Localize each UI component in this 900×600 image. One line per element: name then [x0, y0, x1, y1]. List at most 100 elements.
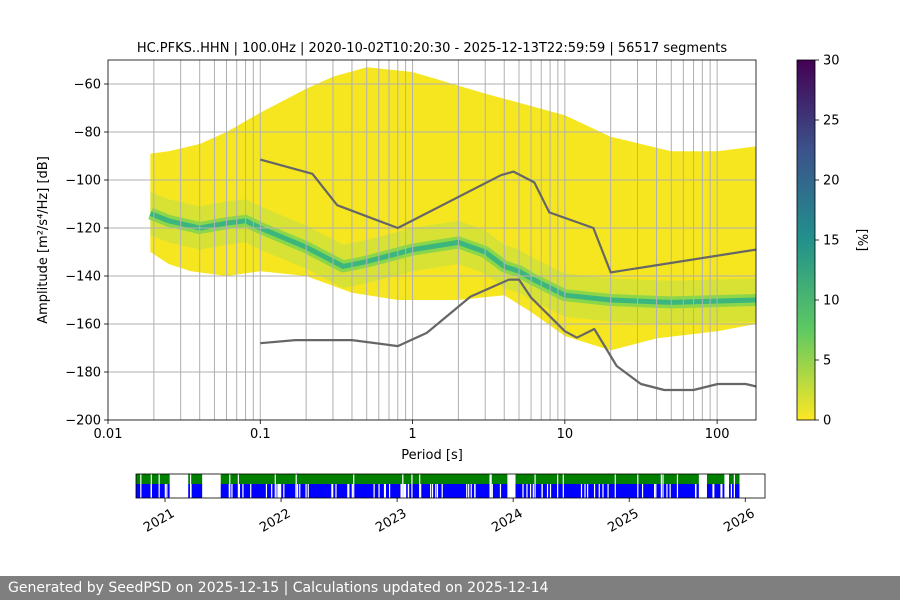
- availability-gap-streak: [348, 484, 350, 498]
- availability-gap-streak: [546, 484, 549, 498]
- availability-gap-streak: [702, 484, 704, 498]
- availability-gap-streak: [183, 484, 185, 498]
- low-noise-model-line: [260, 278, 756, 392]
- availability-gap-streak: [403, 484, 405, 498]
- colorbar-label: [%]: [854, 229, 869, 252]
- availability-top-bar: [706, 474, 725, 484]
- availability-bottom-bar: [136, 484, 170, 498]
- plot-area: [108, 60, 756, 420]
- availability-bottom-bar: [188, 484, 203, 498]
- availability-gap-streak: [215, 484, 217, 498]
- timeline-year-label: 2021: [141, 506, 177, 536]
- availability-gap-streak: [140, 474, 142, 498]
- x-tick-label: 10: [557, 427, 574, 442]
- availability-gap-streak: [373, 484, 375, 498]
- availability-gap-streak: [676, 474, 679, 498]
- availability-gap-streak: [468, 484, 470, 498]
- availability-gap-streak: [614, 474, 616, 498]
- availability-gap-streak: [182, 484, 184, 498]
- availability-gap-streak: [695, 484, 697, 498]
- availability-gap-streak: [164, 484, 166, 498]
- timeline-year-label: 2025: [605, 506, 641, 536]
- colorbar-tick-label: 0: [823, 414, 831, 429]
- availability-gap-streak: [660, 474, 662, 498]
- availability-gap-streak: [404, 484, 407, 498]
- availability-gap-streak: [562, 474, 564, 498]
- availability-gap-streak: [720, 484, 722, 498]
- availability-gap-streak: [655, 484, 657, 498]
- high-noise-model-line: [260, 158, 756, 274]
- availability-top-bar: [188, 474, 203, 484]
- y-tick-label: −140: [65, 270, 101, 285]
- availability-gap-streak: [522, 484, 524, 498]
- availability-gap-streak: [593, 484, 596, 498]
- availability-gap-streak: [499, 484, 502, 498]
- availability-gap-streak: [557, 474, 559, 498]
- availability-gap-streak: [587, 484, 589, 498]
- availability-gap-streak: [669, 484, 671, 498]
- availability-gap-streak: [331, 484, 333, 498]
- availability-gap-streak: [388, 484, 391, 498]
- availability-gap-streak: [278, 484, 281, 498]
- availability-gap-streak: [211, 474, 213, 498]
- availability-gap-streak: [721, 484, 723, 498]
- availability-gap-streak: [184, 484, 186, 498]
- colorbar-tick-label: 10: [823, 294, 840, 309]
- availability-gap-streak: [549, 484, 552, 498]
- availability-gap-streak: [411, 474, 413, 498]
- x-tick-label: 0.1: [250, 427, 271, 442]
- colorbar-tick-label: 20: [823, 174, 840, 189]
- availability-gap-streak: [490, 474, 492, 498]
- availability-gap-streak: [637, 474, 639, 498]
- availability-gap-streak: [491, 484, 493, 498]
- y-tick-label: −100: [65, 174, 101, 189]
- availability-gap-streak: [489, 474, 491, 498]
- x-tick-label: 0.01: [94, 427, 123, 442]
- availability-gap-streak: [712, 484, 714, 498]
- availability-gap-streak: [305, 484, 307, 498]
- availability-gap-streak: [666, 484, 668, 498]
- colorbar-tick-label: 15: [823, 234, 840, 249]
- availability-gap-streak: [208, 484, 211, 498]
- chart-title: HC.PFKS..HHN | 100.0Hz | 2020-10-02T10:2…: [137, 41, 728, 56]
- y-tick-label: −160: [65, 318, 101, 333]
- y-tick-label: −120: [65, 222, 101, 237]
- colorbar-ticks: 0 5 10 15 20 25 30: [815, 54, 840, 429]
- availability-gap-streak: [408, 484, 410, 498]
- colorbar-tick-label: 30: [823, 54, 840, 69]
- availability-gap-streak: [378, 484, 380, 498]
- availability-gap-streak: [353, 474, 355, 498]
- availability-gap-streak: [598, 484, 600, 498]
- availability-gap-streak: [584, 484, 586, 498]
- availability-gap-streak: [435, 484, 437, 498]
- availability-gap-streak: [602, 484, 604, 498]
- availability-gap-streak: [441, 484, 443, 498]
- colorbar-tick-label: 5: [823, 354, 831, 369]
- availability-gap-streak: [332, 484, 334, 498]
- availability-gap-streak: [580, 484, 583, 498]
- availability-gap-streak: [662, 474, 664, 498]
- amplitude-grid: [108, 83, 756, 420]
- availability-gap-streak: [733, 474, 735, 498]
- y-tick-label: −180: [65, 366, 101, 381]
- availability-gap-streak: [419, 474, 421, 498]
- y-axis-label: Amplitude [m²/s⁴/Hz] [dB]: [36, 156, 51, 324]
- timeline-year-label: 2024: [489, 506, 525, 536]
- data-availability-timeline: 2021 2022 2023 2024 2025 2026: [135, 473, 766, 536]
- availability-bottom-bar: [706, 484, 725, 498]
- availability-gap-streak: [295, 474, 297, 498]
- availability-gap-streak: [242, 484, 244, 498]
- availability-gap-streak: [402, 474, 404, 498]
- availability-gap-streak: [383, 484, 386, 498]
- availability-gap-streak: [654, 484, 656, 498]
- availability-gap-streak: [347, 484, 349, 498]
- availability-gap-streak: [229, 474, 231, 498]
- colorbar-tick-label: 25: [823, 114, 840, 129]
- availability-gap-streak: [384, 484, 386, 498]
- y-tick-label: −60: [74, 78, 101, 93]
- availability-gap-streak: [529, 484, 532, 498]
- colorbar: [796, 59, 816, 421]
- availability-gap-streak: [218, 484, 220, 498]
- availability-gap-streak: [430, 484, 432, 498]
- plot-frame: [107, 59, 757, 421]
